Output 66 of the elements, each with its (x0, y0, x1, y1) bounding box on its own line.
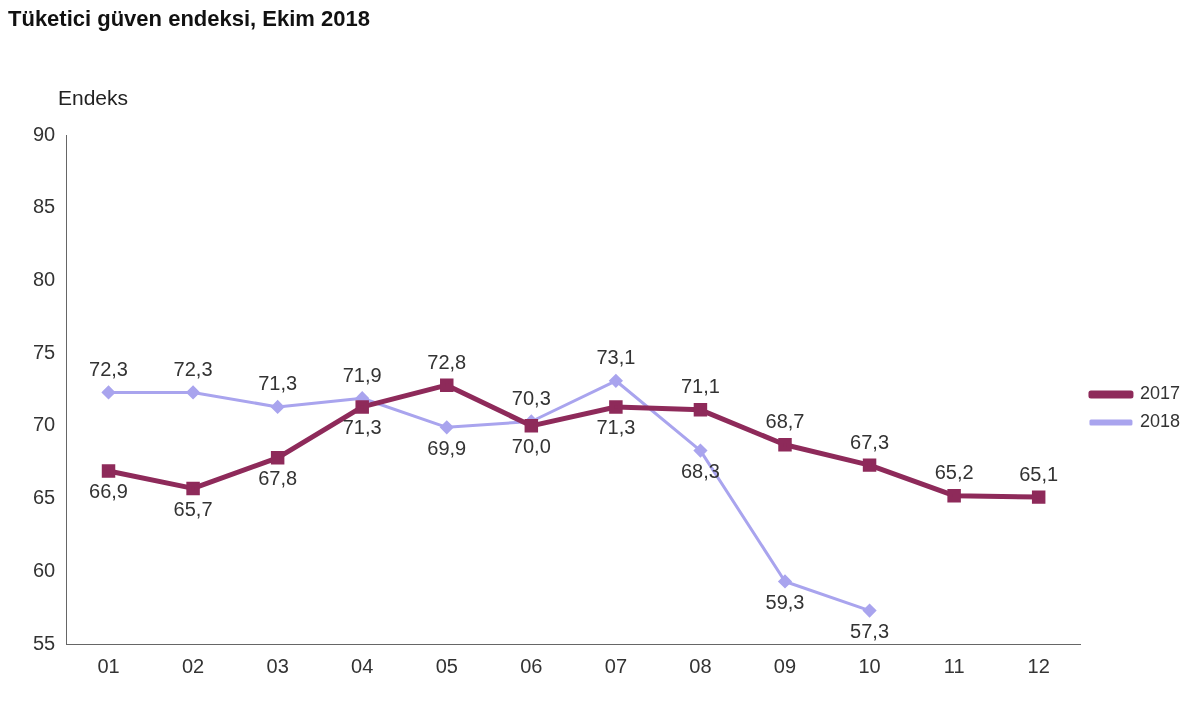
data-label: 66,9 (89, 480, 128, 503)
y-axis-title: Endeks (58, 86, 129, 110)
data-label: 67,8 (258, 467, 298, 490)
data-label: 68,7 (765, 410, 805, 433)
y-tick-label: 75 (33, 340, 56, 363)
point (1031, 490, 1046, 504)
data-label: 72,3 (89, 357, 128, 380)
data-label: 69,9 (427, 436, 467, 459)
data-label: 73,1 (596, 346, 636, 369)
legend-label: 2018 (1139, 411, 1180, 432)
x-tick-label: 02 (181, 654, 205, 677)
x-tick-label: 12 (1027, 654, 1050, 677)
x-tick-label: 10 (858, 654, 881, 677)
point (102, 385, 116, 399)
y-tick-label: 90 (33, 122, 56, 145)
point (186, 481, 200, 496)
x-tick-label: 01 (97, 654, 120, 677)
point (863, 604, 877, 618)
data-label: 65,1 (1019, 462, 1059, 485)
x-tick-label: 04 (351, 654, 374, 677)
data-label: 70,3 (511, 387, 551, 410)
point (355, 400, 369, 414)
data-label: 59,3 (765, 590, 805, 613)
point (693, 444, 707, 458)
data-label: 71,3 (258, 372, 298, 395)
data-label: 71,1 (680, 375, 720, 398)
point (271, 400, 285, 414)
y-tick-label: 85 (33, 195, 56, 218)
chart-title: Tüketici güven endeksi, Ekim 2018 (8, 6, 370, 32)
y-tick-label: 55 (33, 631, 56, 654)
y-tick-label: 65 (33, 486, 56, 509)
point (524, 419, 539, 433)
point (947, 488, 961, 503)
x-tick-label: 09 (773, 654, 797, 677)
x-tick-label: 03 (266, 654, 289, 677)
point (693, 403, 708, 417)
point (186, 385, 200, 399)
data-label: 72,3 (173, 357, 213, 380)
data-label: 65,2 (934, 461, 974, 484)
point (778, 438, 792, 452)
point (609, 400, 623, 414)
data-label: 65,7 (173, 497, 213, 520)
x-tick-label: 08 (689, 654, 712, 677)
data-label: 72,8 (427, 350, 467, 373)
legend-label: 2017 (1139, 383, 1180, 404)
data-label: 67,3 (850, 430, 890, 453)
point (778, 574, 792, 588)
x-tick-label: 06 (520, 654, 543, 677)
x-tick-label: 05 (435, 654, 458, 677)
x-tick-label: 07 (604, 654, 628, 677)
data-label: 71,3 (596, 416, 636, 439)
point (101, 464, 116, 478)
data-label: 57,3 (850, 620, 890, 643)
data-label: 71,9 (342, 363, 382, 386)
y-tick-label: 70 (33, 413, 56, 436)
point (862, 458, 877, 472)
point (270, 451, 285, 465)
data-label: 70,0 (511, 435, 551, 458)
data-label: 68,3 (680, 460, 720, 483)
x-tick-label: 11 (943, 654, 965, 677)
point (609, 374, 623, 388)
y-tick-label: 60 (33, 558, 56, 581)
point (440, 378, 454, 392)
y-tick-label: 80 (33, 267, 56, 290)
point (440, 420, 454, 434)
data-label: 71,3 (342, 416, 382, 439)
